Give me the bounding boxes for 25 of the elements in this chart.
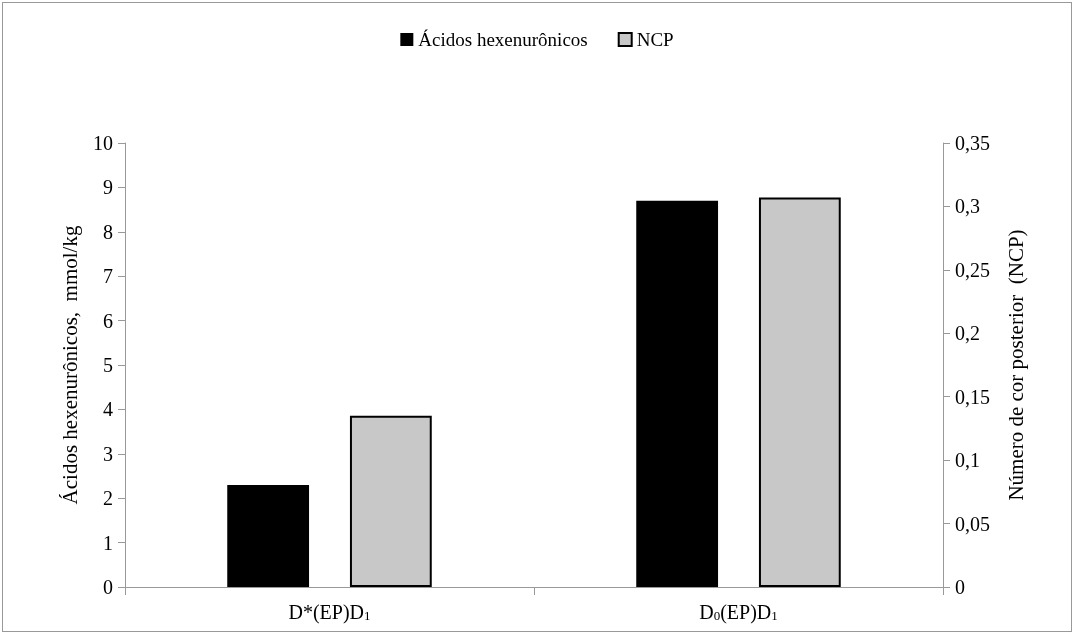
y-tick-label: 4 (103, 398, 113, 421)
y2-tick-label: 0,1 (955, 449, 980, 472)
y-tick-label: 9 (103, 176, 113, 199)
y-tick-label: 0 (103, 576, 113, 598)
y-tick-label: 10 (93, 132, 113, 154)
y2-tick-label: 0,3 (955, 195, 980, 218)
y-tick-label: 5 (103, 354, 113, 376)
legend-label: NCP (636, 29, 674, 50)
legend-label: Ácidos hexenurônicos (418, 29, 588, 50)
y2-tick-label: 0,05 (955, 512, 990, 535)
x-tick-label: D*(EP)D1 (288, 600, 371, 624)
y2-tick-label: 0,15 (955, 385, 990, 408)
y2-axis-title: Número de cor posterior (NCP) (1003, 229, 1028, 501)
y-tick-label: 7 (103, 265, 113, 288)
y-tick-label: 1 (103, 531, 113, 554)
y2-tick-label: 0,35 (955, 132, 990, 154)
y-tick-label: 3 (103, 442, 113, 465)
y-tick-label: 2 (103, 487, 113, 510)
y2-tick-label: 0,2 (955, 322, 980, 345)
y2-tick-label: 0 (955, 576, 965, 598)
y-tick-label: 6 (103, 309, 113, 332)
x-tick-label: D0(EP)D1 (699, 600, 778, 624)
y-axis-title: Ácidos hexenurônicos, mmol/kg (57, 225, 82, 505)
y2-tick-label: 0,25 (955, 258, 990, 281)
y-tick-label: 8 (103, 220, 113, 243)
